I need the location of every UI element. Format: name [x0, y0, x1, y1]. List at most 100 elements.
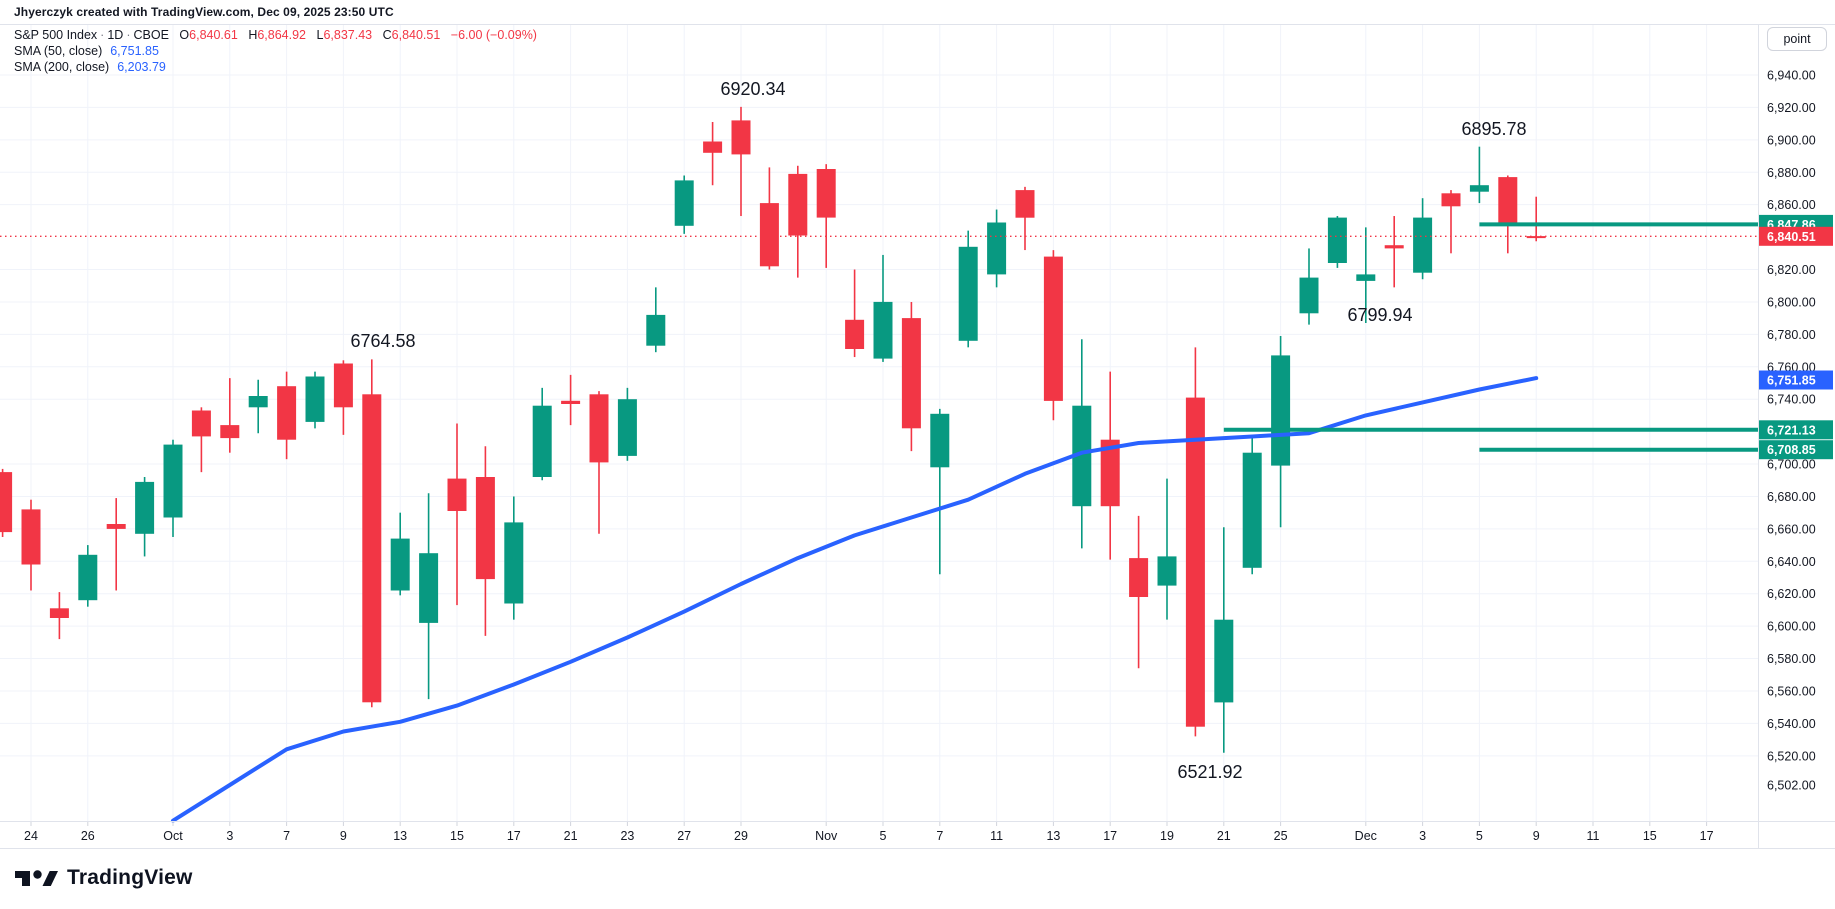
price-axis-label: 6,600.00 — [1767, 620, 1816, 634]
candle — [135, 481, 155, 534]
price-axis-label: 6,502.00 — [1767, 779, 1816, 793]
candle — [1469, 185, 1489, 192]
time-axis-label: 15 — [1643, 829, 1657, 843]
time-axis-label: 9 — [340, 829, 347, 843]
symbol-interval[interactable]: 1D — [107, 28, 124, 42]
time-axis-label: 13 — [1046, 829, 1060, 843]
open-value: 6,840.61 — [189, 28, 238, 42]
price-axis-label: 6,580.00 — [1767, 652, 1816, 666]
low-value: 6,837.43 — [323, 28, 373, 42]
candle — [1100, 439, 1120, 507]
candle — [49, 608, 69, 618]
sma50-line[interactable] — [171, 376, 1539, 823]
candle — [930, 413, 950, 468]
price-axis-badge — [1759, 420, 1833, 440]
open-label: O — [179, 28, 190, 42]
candle — [1072, 405, 1092, 507]
candle — [1015, 190, 1035, 218]
candle — [504, 522, 524, 604]
candle — [845, 319, 865, 349]
time-axis-label: 15 — [450, 829, 464, 843]
time-axis-label: 7 — [283, 829, 290, 843]
time-axis-label: 21 — [564, 829, 578, 843]
chart-credit-text: Jhyerczyk created with TradingView.com, … — [14, 5, 394, 19]
price-annotation: 6764.58 — [350, 331, 415, 351]
grid-layer — [0, 25, 1758, 821]
time-axis-label: 9 — [1533, 829, 1540, 843]
candle — [1185, 397, 1205, 727]
price-axis-label: 6,640.00 — [1767, 555, 1816, 569]
price-axis-label: 6,820.00 — [1767, 263, 1816, 277]
candle — [106, 524, 126, 529]
time-axis-label: 11 — [990, 829, 1003, 843]
candlestick-series[interactable] — [0, 106, 1546, 753]
candle — [1242, 452, 1262, 568]
candle — [220, 425, 240, 439]
price-annotation: 6895.78 — [1461, 119, 1526, 139]
candle — [362, 394, 382, 703]
time-axis-label: 5 — [1476, 829, 1483, 843]
candle — [163, 444, 183, 518]
sma50-value: 6,751.85 — [110, 44, 159, 58]
time-axis-label: 3 — [226, 829, 233, 843]
axis-unit-toggle-button[interactable]: point — [1767, 27, 1827, 51]
sma200-label: SMA (200, close) — [14, 60, 110, 74]
price-axis-label: 6,880.00 — [1767, 166, 1816, 180]
candle — [901, 318, 921, 429]
price-annotation: 6799.94 — [1347, 305, 1412, 325]
candle — [987, 222, 1007, 275]
candle — [589, 394, 609, 463]
price-axis-label: 6,920.00 — [1767, 101, 1816, 115]
symbol-legend-row[interactable]: S&P 500 Index · 1D · CBOE O6,840.61 H6,864.9… — [14, 28, 537, 43]
candle — [191, 410, 211, 437]
candle — [333, 363, 353, 408]
time-axis[interactable]: 24 26 Oct 3 7 9 13 15 17 21 23 27 29 Nov 5 7 11 13 17 19 21 2… — [24, 822, 1714, 843]
candle — [561, 400, 581, 404]
candle — [305, 376, 325, 422]
price-axis-badge-label: 6,840.51 — [1767, 230, 1816, 244]
high-label: H — [248, 28, 258, 42]
time-axis-label: 21 — [1217, 829, 1231, 843]
sma200-legend-row[interactable]: SMA (200, close) 6,203.79 — [14, 60, 537, 75]
tradingview-logo-text: TradingView — [67, 866, 193, 889]
candle — [390, 538, 410, 591]
close-value: 6,840.51 — [391, 28, 441, 42]
candle — [475, 477, 495, 580]
price-axis-badge — [1759, 370, 1833, 390]
symbol-exchange: CBOE — [133, 28, 169, 42]
time-axis-label: 5 — [880, 829, 887, 843]
candle — [1441, 193, 1461, 207]
candle — [532, 405, 552, 477]
candle — [1413, 217, 1433, 273]
candle — [447, 478, 467, 511]
sma50-legend-row[interactable]: SMA (50, close) 6,751.85 — [14, 44, 537, 59]
candle — [617, 399, 637, 456]
time-axis-label: 17 — [507, 829, 521, 843]
symbol-name[interactable]: S&P 500 Index — [14, 28, 98, 42]
candle — [419, 553, 439, 623]
candle — [21, 509, 41, 565]
legend-separator: · — [100, 28, 105, 42]
candle — [277, 386, 297, 440]
time-axis-label: Nov — [815, 829, 838, 843]
price-axis-label: 6,520.00 — [1767, 749, 1816, 763]
candle — [1043, 256, 1063, 401]
candle — [703, 141, 723, 153]
candle — [674, 180, 694, 226]
price-axis-label: 6,700.00 — [1767, 458, 1816, 472]
time-axis-label: 11 — [1587, 829, 1600, 843]
time-axis-label: 29 — [734, 829, 748, 843]
price-axis-label: 6,560.00 — [1767, 685, 1816, 699]
time-axis-label: 17 — [1103, 829, 1117, 843]
tradingview-logo[interactable]: TradingView — [13, 864, 193, 892]
price-annotation: 6521.92 — [1177, 762, 1242, 782]
price-axis-label: 6,680.00 — [1767, 490, 1816, 504]
price-axis[interactable]: 6,940.00 6,920.00 6,900.00 6,880.00 6,860.00… — [1759, 69, 1833, 793]
price-axis-badge-label: 6,721.13 — [1767, 423, 1816, 437]
candle — [731, 120, 751, 155]
candle — [816, 169, 836, 218]
sma50-label: SMA (50, close) — [14, 44, 103, 58]
price-axis-label: 6,540.00 — [1767, 717, 1816, 731]
